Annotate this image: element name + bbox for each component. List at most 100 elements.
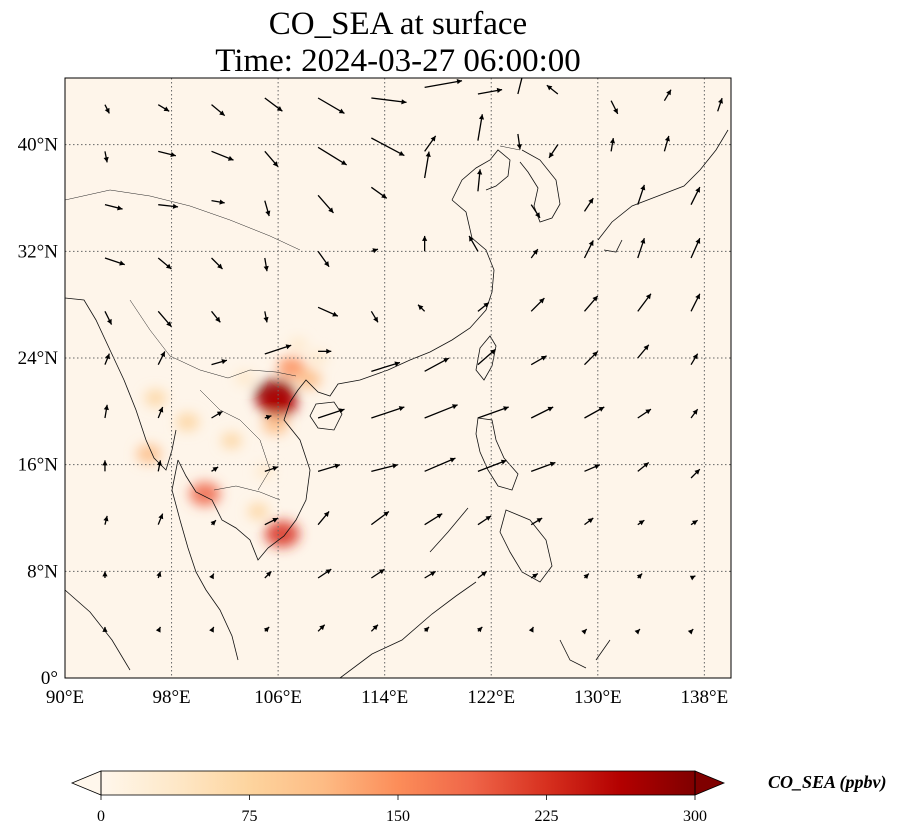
wind-arrow <box>317 146 348 166</box>
wind-arrow <box>370 186 388 199</box>
wind-arrow <box>317 97 345 114</box>
wind-arrow <box>581 628 588 635</box>
wind-arrow <box>317 511 330 526</box>
wind-arrow <box>424 79 463 88</box>
wind-arrow <box>516 133 522 150</box>
wind-arrow <box>157 406 164 419</box>
wind-arrow <box>717 97 723 112</box>
wind-arrow <box>424 404 458 419</box>
wind-arrow <box>583 295 599 312</box>
wind-arrow <box>584 351 599 366</box>
wind-arrow <box>583 197 594 212</box>
wind-arrow <box>530 355 547 366</box>
wind-arrow <box>637 184 646 205</box>
wind-arrow <box>424 513 443 526</box>
wind-arrow <box>528 626 534 633</box>
x-tick-label: 138°E <box>681 687 729 708</box>
bay-of-bengal-coast <box>65 297 177 471</box>
wind-arrow <box>477 169 483 192</box>
colorbar-gradient <box>101 771 695 795</box>
coastline-layer <box>65 129 729 678</box>
co-hotspot <box>288 337 308 352</box>
wind-arrow <box>687 628 694 635</box>
wind-arrow <box>546 84 559 95</box>
wind-arrow <box>424 570 436 579</box>
wind-vector-layer <box>102 78 723 635</box>
wind-arrow <box>417 304 426 312</box>
wind-arrow <box>424 457 456 472</box>
y-tick-label: 8°N <box>27 561 58 582</box>
wind-arrow <box>104 204 123 211</box>
co-hotspot <box>296 369 322 390</box>
wind-arrow <box>317 463 341 472</box>
wind-arrow <box>530 517 543 526</box>
wind-arrow <box>211 257 223 270</box>
china-coastline <box>289 199 495 403</box>
wind-arrow <box>158 203 179 209</box>
hainan-island <box>309 401 343 431</box>
co-hotspot <box>247 503 269 520</box>
wind-arrow <box>636 573 643 579</box>
wind-arrow <box>264 97 283 112</box>
wind-arrow <box>423 151 431 179</box>
border-layer <box>65 145 521 501</box>
wind-arrow <box>530 461 556 472</box>
wind-arrow <box>370 310 379 323</box>
wind-arrow <box>634 628 641 635</box>
wind-arrow <box>517 78 523 95</box>
korea-peninsula <box>519 149 561 223</box>
wind-arrow <box>690 468 701 479</box>
wind-arrow <box>690 186 701 205</box>
wind-arrow <box>211 310 221 323</box>
wind-arrow <box>477 570 488 579</box>
colorbar-tick-label: 225 <box>535 808 559 825</box>
co-hotspot-layer <box>136 337 328 548</box>
wind-arrow <box>317 250 330 268</box>
vietnam-china-border <box>227 369 297 379</box>
wind-arrow <box>157 104 170 112</box>
wind-arrow <box>103 151 109 163</box>
wind-arrow <box>637 293 652 312</box>
japan-kyushu-honshu <box>597 129 729 253</box>
wind-arrow <box>210 519 217 526</box>
wind-arrow <box>317 408 345 419</box>
wind-arrow <box>424 135 437 152</box>
wind-arrow <box>371 406 405 419</box>
wind-arrow <box>209 626 215 633</box>
wind-arrow <box>637 408 652 419</box>
wind-arrow <box>663 135 670 152</box>
wind-arrow <box>477 515 492 526</box>
wind-arrow <box>530 248 539 259</box>
x-axis-ticks: 90°E 98°E 106°E 114°E 122°E 130°E 138°E <box>46 687 728 708</box>
y-axis-ticks: 0° 8°N 16°N 24°N 32°N 40°N <box>18 135 59 689</box>
wind-arrow <box>264 517 279 526</box>
map-background <box>65 78 731 678</box>
colorbar-ticks: 0 75 150 225 300 <box>97 795 707 825</box>
x-tick-label: 106°E <box>254 687 302 708</box>
wind-arrow <box>477 87 503 95</box>
sumatra-coast <box>65 589 131 671</box>
wind-arrow <box>317 194 334 214</box>
wind-arrow <box>371 463 398 472</box>
wind-arrow <box>317 306 339 317</box>
wind-arrow <box>264 344 292 355</box>
wind-arrow <box>530 573 539 579</box>
co-hotspot <box>264 520 300 548</box>
wind-arrow <box>104 353 110 365</box>
colorbar-extend-min <box>70 770 102 796</box>
co-hotspot <box>175 413 200 431</box>
wind-arrow <box>211 466 219 472</box>
wind-arrow <box>477 348 496 366</box>
wind-arrow <box>370 624 379 632</box>
co-hotspot <box>277 356 306 379</box>
wind-arrow <box>264 150 279 168</box>
map-frame <box>64 77 732 679</box>
wind-arrow <box>104 104 110 114</box>
colorbar-tick-label: 0 <box>97 808 105 825</box>
wind-arrow <box>264 466 279 472</box>
wind-arrow <box>103 515 109 525</box>
palawan <box>429 507 469 553</box>
wind-arrow <box>690 519 699 526</box>
borneo-coast <box>339 581 477 678</box>
wind-arrow <box>424 357 450 372</box>
